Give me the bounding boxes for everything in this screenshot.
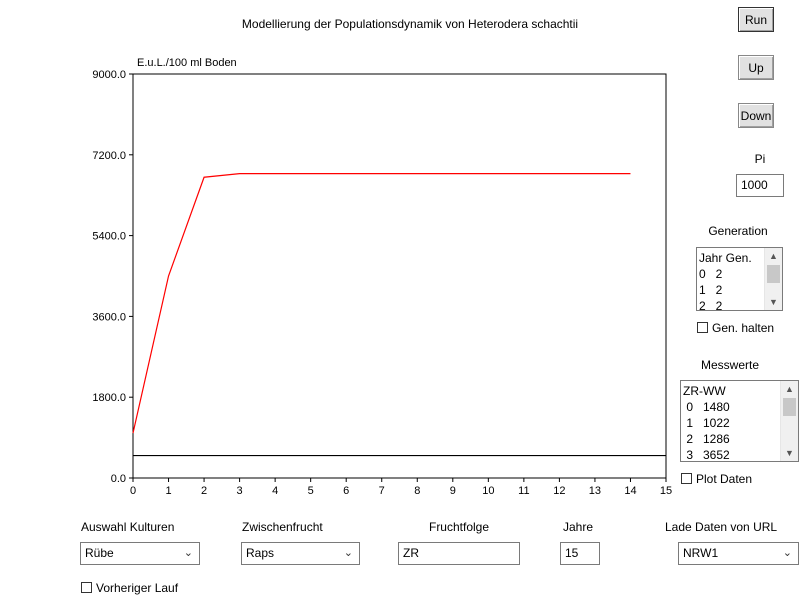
kulturen-label: Auswahl Kulturen: [81, 520, 175, 534]
population-chart: E.u.L./100 ml Boden 0.0 1800.0 3600.0 5400.…: [92, 57, 672, 497]
y-tick-label: 9000.0: [92, 69, 126, 81]
scroll-down-arrow-icon[interactable]: ▼: [769, 297, 778, 307]
url-select[interactable]: NRW1 ⌄: [678, 542, 799, 565]
list-item[interactable]: 0 1480: [683, 400, 730, 414]
pi-label: Pi: [754, 152, 766, 166]
list-item[interactable]: 3 3652: [683, 448, 730, 462]
gen-halten-checkbox[interactable]: [697, 322, 708, 333]
x-tick-label: 14: [624, 485, 636, 497]
x-tick-label: 10: [482, 485, 494, 497]
list-item[interactable]: 2 1286: [683, 432, 730, 446]
x-tick-label: 13: [589, 485, 601, 497]
x-tick-label: 0: [130, 485, 136, 497]
scrollbar-thumb[interactable]: [767, 265, 780, 283]
messwerte-listbox[interactable]: ZR-WW 0 1480 1 1022 2 1286 3 3652 ▲ ▼: [680, 380, 799, 462]
y-tick-label: 0.0: [111, 473, 126, 485]
messwerte-label: Messwerte: [700, 358, 759, 372]
zwischenfrucht-select[interactable]: Raps ⌄: [241, 542, 360, 565]
x-tick-label: 3: [237, 485, 243, 497]
zwischenfrucht-label: Zwischenfrucht: [242, 520, 323, 534]
y-tick-label: 7200.0: [92, 150, 126, 162]
url-label: Lade Daten von URL: [665, 520, 778, 534]
scroll-up-arrow-icon[interactable]: ▲: [785, 384, 794, 394]
pi-input[interactable]: 1000: [736, 174, 784, 197]
zwischenfrucht-value: Raps: [246, 546, 275, 560]
jahre-input[interactable]: 15: [560, 542, 600, 565]
chevron-down-icon: ⌄: [782, 547, 792, 559]
x-tick-label: 12: [553, 485, 565, 497]
x-tick-label: 9: [450, 485, 456, 497]
fruchtfolge-label: Fruchtfolge: [428, 520, 490, 534]
list-item[interactable]: 2 2: [699, 299, 723, 311]
generation-label: Generation: [708, 224, 768, 238]
y-tick-label: 3600.0: [92, 311, 126, 323]
x-tick-label: 8: [414, 485, 420, 497]
scroll-down-arrow-icon[interactable]: ▼: [785, 448, 794, 458]
down-button[interactable]: Down: [738, 103, 774, 128]
vorheriger-lauf-checkbox[interactable]: [81, 582, 92, 593]
run-button[interactable]: Run: [738, 7, 774, 32]
plot-daten-checkbox[interactable]: [681, 473, 692, 484]
x-tick-label: 2: [201, 485, 207, 497]
x-tick-label: 4: [272, 485, 278, 497]
gen-halten-label: Gen. halten: [712, 321, 775, 335]
vorheriger-lauf-label: Vorheriger Lauf: [96, 581, 179, 595]
chevron-down-icon: ⌄: [343, 547, 353, 559]
x-tick-label: 7: [379, 485, 385, 497]
generation-listbox[interactable]: Jahr Gen. 0 2 1 2 2 2 ▲ ▼: [696, 247, 783, 311]
list-item[interactable]: 0 2: [699, 267, 723, 281]
list-item[interactable]: 1 2: [699, 283, 723, 297]
x-tick-label: 15: [660, 485, 672, 497]
kulturen-select[interactable]: Rübe ⌄: [80, 542, 200, 565]
scroll-up-arrow-icon[interactable]: ▲: [769, 251, 778, 261]
x-tick-label: 5: [308, 485, 314, 497]
url-value: NRW1: [683, 546, 719, 560]
y-tick-label: 1800.0: [92, 392, 126, 404]
y-tick-label: 5400.0: [92, 231, 126, 243]
x-tick-label: 11: [518, 485, 529, 497]
y-axis-label: E.u.L./100 ml Boden: [137, 57, 237, 69]
x-tick-label: 6: [343, 485, 349, 497]
list-header: ZR-WW: [683, 384, 726, 398]
chevron-down-icon: ⌄: [183, 547, 193, 559]
fruchtfolge-input[interactable]: ZR: [398, 542, 520, 565]
scrollbar-thumb[interactable]: [783, 398, 796, 416]
plot-frame: [132, 73, 667, 479]
messwerte-scrollbar[interactable]: ▲ ▼: [780, 381, 798, 461]
list-header: Jahr Gen.: [699, 251, 752, 265]
x-tick-label: 1: [165, 485, 171, 497]
list-item[interactable]: 1 1022: [683, 416, 730, 430]
plot-daten-label: Plot Daten: [696, 472, 753, 486]
generation-scrollbar[interactable]: ▲ ▼: [764, 248, 782, 310]
jahre-label: Jahre: [562, 520, 594, 534]
kulturen-value: Rübe: [85, 546, 114, 560]
population-line: [132, 173, 631, 434]
up-button[interactable]: Up: [738, 55, 774, 80]
page-title: Modellierung der Populationsdynamik von …: [241, 17, 579, 31]
